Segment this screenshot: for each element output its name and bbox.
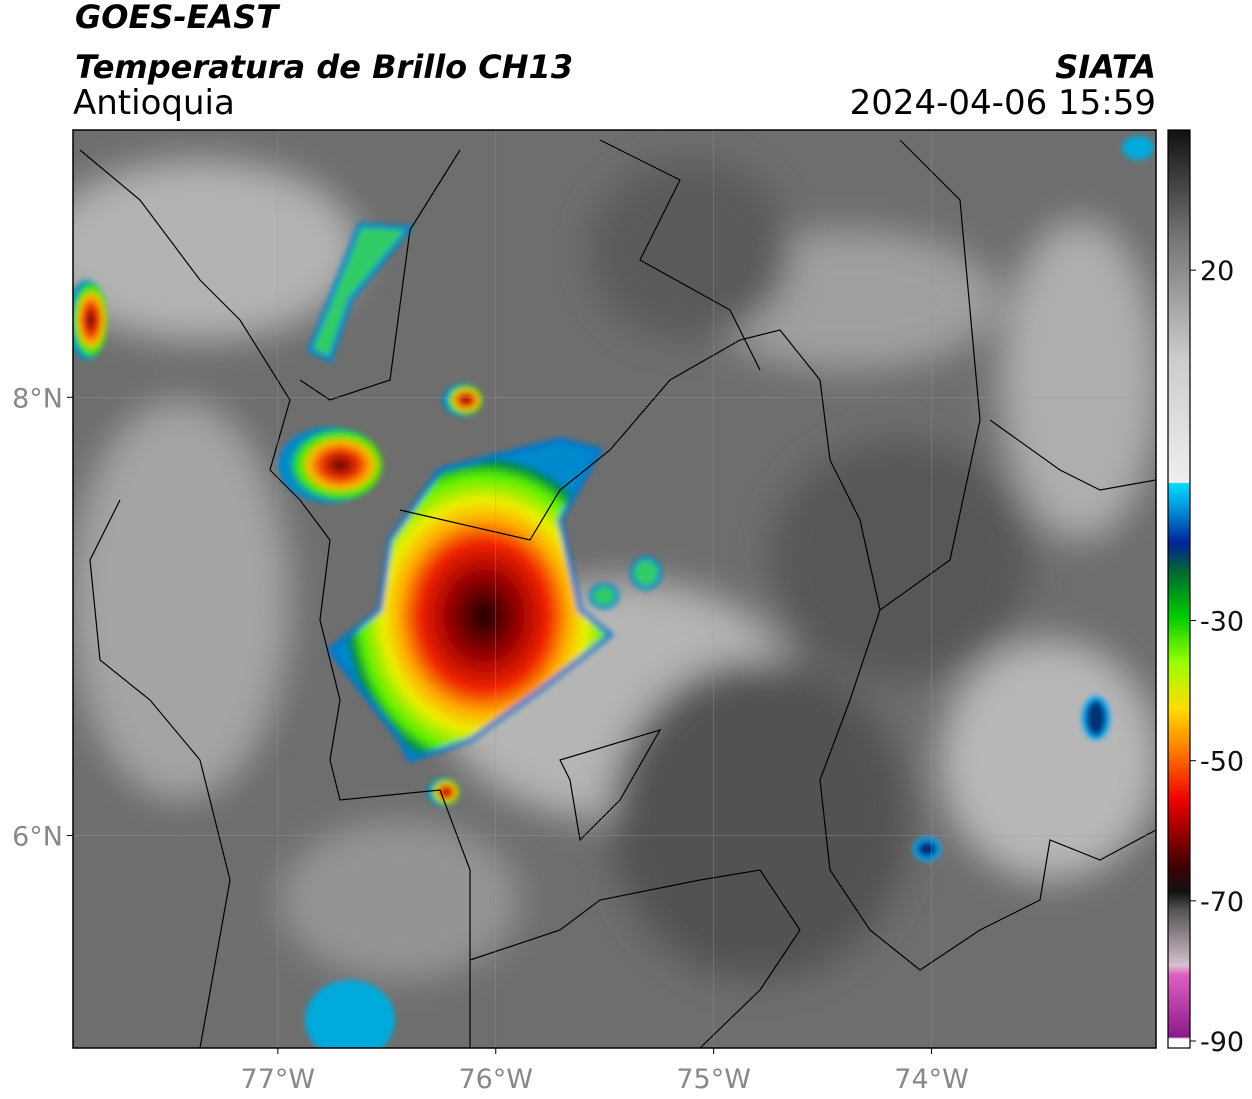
subtitle: Temperatura de Brillo CH13 — [75, 48, 573, 86]
colorbar — [1167, 129, 1191, 1049]
x-tick-label: 76°W — [458, 1064, 533, 1095]
map-frame — [72, 129, 1157, 1049]
colorbar-tick-label: -30 — [1200, 607, 1244, 638]
y-tick-label: 8°N — [12, 383, 63, 414]
datetime: 2024-04-06 15:59 — [850, 83, 1156, 123]
colorbar-tick-label: 20 — [1200, 256, 1234, 287]
colorbar-tick-label: -50 — [1200, 747, 1244, 778]
x-tick-label: 74°W — [894, 1064, 969, 1095]
imagery — [73, 130, 1156, 1048]
colorbar-tick-label: -70 — [1200, 887, 1244, 918]
region: Antioquia — [73, 83, 235, 123]
x-tick-label: 77°W — [241, 1064, 316, 1095]
x-tick-label: 75°W — [676, 1064, 751, 1095]
title: GOES-EAST — [75, 0, 280, 36]
source: SIATA — [1055, 48, 1156, 86]
colorbar-ticks: 20 -30 -50 -70 -90 — [1190, 256, 1244, 1058]
graticule: 77°W 76°W 75°W 74°W 8°N 6°N — [12, 130, 1156, 1095]
colorbar-tick-label: -90 — [1200, 1027, 1244, 1058]
y-tick-label: 6°N — [12, 821, 63, 852]
